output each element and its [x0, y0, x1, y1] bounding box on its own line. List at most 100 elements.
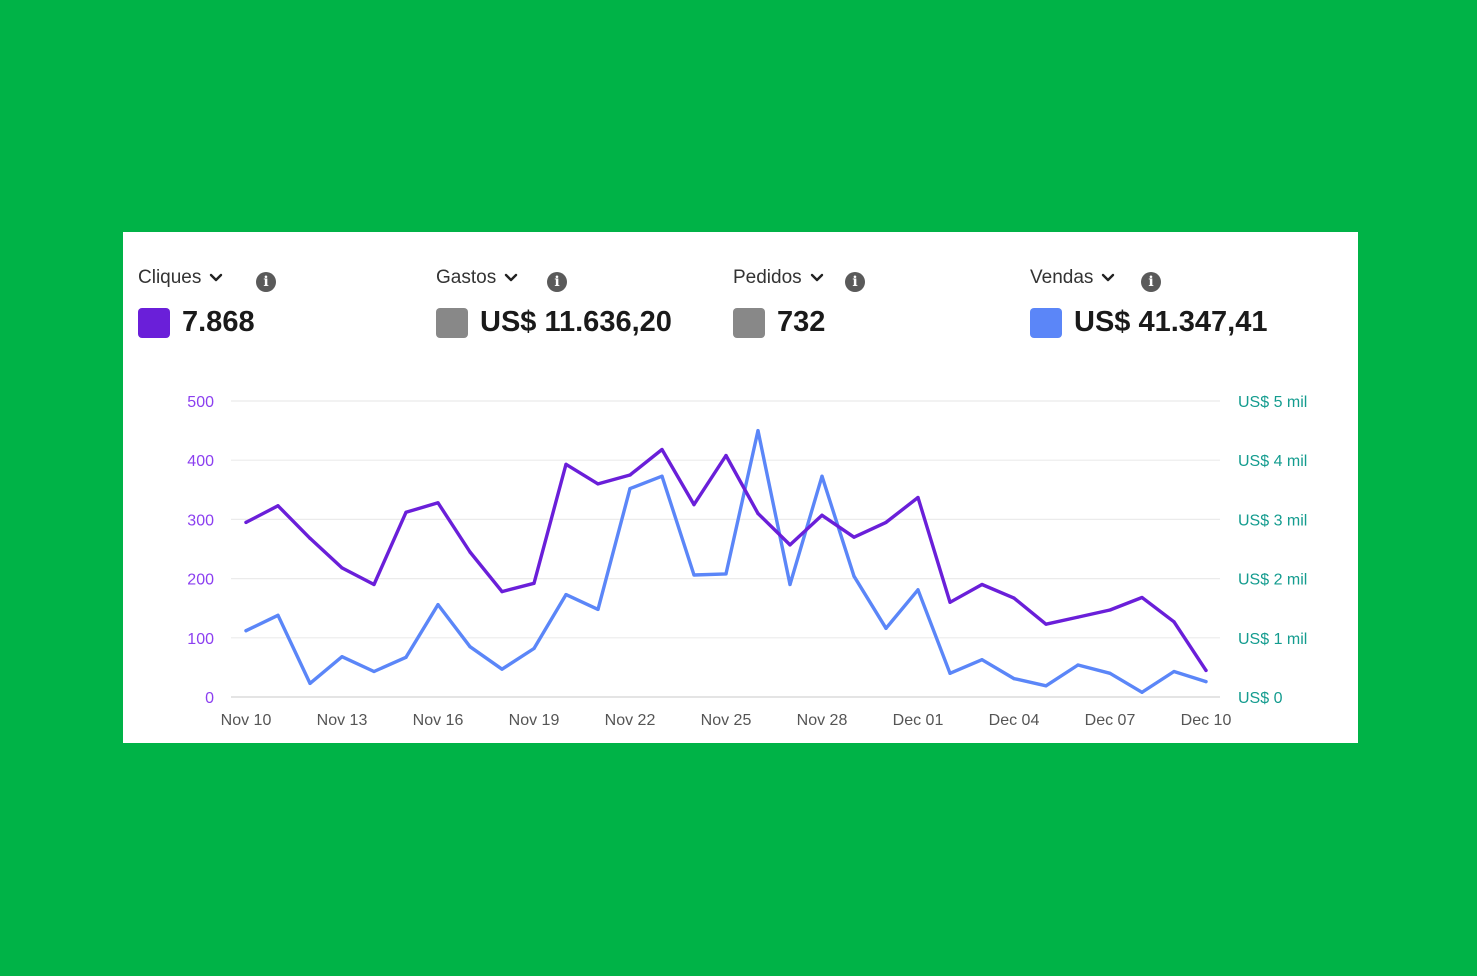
data-point-cliques — [244, 520, 248, 524]
data-point-vendas — [340, 655, 344, 659]
data-point-cliques — [916, 495, 920, 500]
data-point-cliques — [724, 453, 728, 458]
x-tick-label: Nov 25 — [701, 712, 752, 729]
metric-selector[interactable]: Cliques — [138, 262, 255, 294]
data-point-vendas — [276, 613, 280, 617]
data-point-vendas — [1012, 677, 1016, 681]
data-point-cliques — [852, 535, 856, 539]
data-point-vendas — [564, 592, 568, 597]
metric-value: US$ 11.636,20 — [480, 306, 672, 338]
y-left-tick-label: 200 — [187, 572, 214, 589]
x-tick-label: Nov 13 — [317, 712, 368, 729]
y-right-tick-label: US$ 0 — [1238, 690, 1283, 707]
y-right-tick-label: US$ 2 mil — [1238, 572, 1307, 589]
data-point-vendas — [628, 487, 632, 491]
x-tick-label: Dec 07 — [1085, 712, 1136, 729]
metric-value-row: US$ 41.347,41 — [1030, 306, 1267, 339]
data-point-vendas — [980, 658, 984, 662]
metric-value: 7.868 — [182, 306, 255, 338]
metric-value: US$ 41.347,41 — [1074, 306, 1268, 338]
series-color-swatch[interactable] — [436, 307, 468, 338]
data-point-vendas — [1044, 684, 1048, 688]
y-left-tick-label: 300 — [187, 512, 214, 529]
data-point-cliques — [1172, 620, 1176, 624]
series-color-swatch[interactable] — [1030, 307, 1062, 338]
x-tick-label: Dec 10 — [1181, 712, 1232, 729]
y-left-tick-label: 0 — [205, 690, 214, 707]
data-point-vendas — [1172, 669, 1176, 674]
info-icon[interactable]: i — [1141, 272, 1161, 292]
y-right-tick-label: US$ 5 mil — [1238, 394, 1307, 411]
data-point-vendas — [436, 603, 440, 607]
metric-selector[interactable]: Gastos — [436, 262, 672, 294]
data-point-cliques — [468, 550, 472, 554]
data-point-cliques — [1204, 668, 1208, 672]
chevron-down-icon[interactable] — [810, 271, 824, 285]
x-tick-label: Dec 04 — [989, 712, 1040, 729]
data-point-vendas — [1140, 690, 1144, 694]
data-point-vendas — [724, 572, 728, 576]
data-point-vendas — [916, 588, 920, 592]
data-point-cliques — [692, 503, 696, 507]
metric-label[interactable]: Cliques — [138, 267, 202, 288]
x-tick-label: Nov 28 — [797, 712, 848, 729]
data-point-vendas — [660, 474, 664, 478]
data-point-vendas — [820, 474, 824, 478]
data-point-cliques — [884, 520, 888, 524]
y-left-tick-label: 400 — [187, 453, 214, 470]
data-point-cliques — [372, 582, 376, 587]
chevron-down-icon[interactable] — [1101, 271, 1115, 285]
data-point-cliques — [436, 501, 440, 505]
metric-value: 732 — [777, 306, 826, 338]
data-point-cliques — [788, 543, 792, 547]
metric-selector[interactable]: Vendas — [1030, 262, 1267, 294]
data-point-vendas — [596, 607, 600, 611]
series-color-swatch[interactable] — [733, 307, 765, 338]
data-point-vendas — [788, 582, 792, 587]
y-right-tick-label: US$ 1 mil — [1238, 631, 1307, 648]
x-tick-label: Dec 01 — [893, 712, 944, 729]
data-point-vendas — [756, 429, 760, 433]
data-point-cliques — [564, 462, 568, 466]
x-tick-label: Nov 16 — [413, 712, 464, 729]
data-point-cliques — [980, 582, 984, 587]
metric-cliques: Cliques i 7.868 — [138, 262, 276, 339]
data-point-cliques — [340, 566, 344, 570]
metrics-card: Cliques i 7.868 Gastos i US$ 11.636,20 Pedidos… — [123, 232, 1358, 743]
metric-pedidos: Pedidos i 732 — [733, 262, 865, 339]
chevron-down-icon[interactable] — [209, 271, 223, 285]
data-point-vendas — [948, 671, 952, 675]
data-point-vendas — [884, 626, 888, 630]
info-icon[interactable]: i — [256, 272, 276, 292]
metric-label[interactable]: Vendas — [1030, 267, 1094, 288]
data-point-vendas — [468, 645, 472, 649]
data-point-cliques — [1140, 595, 1144, 600]
data-point-vendas — [244, 629, 248, 633]
y-right-tick-label: US$ 4 mil — [1238, 453, 1307, 470]
x-tick-label: Nov 10 — [221, 712, 272, 729]
x-tick-label: Nov 22 — [605, 712, 656, 729]
data-point-cliques — [308, 536, 312, 540]
data-point-vendas — [500, 667, 504, 671]
data-point-cliques — [1076, 615, 1080, 619]
chevron-down-icon[interactable] — [504, 271, 518, 285]
data-point-cliques — [1108, 608, 1112, 612]
metric-gastos: Gastos i US$ 11.636,20 — [436, 262, 672, 339]
metric-vendas: Vendas i US$ 41.347,41 — [1030, 262, 1267, 339]
data-point-cliques — [500, 590, 504, 594]
metric-label[interactable]: Pedidos — [733, 267, 802, 288]
data-point-cliques — [596, 482, 600, 486]
data-point-cliques — [820, 513, 824, 517]
metric-selector[interactable]: Pedidos — [733, 262, 825, 294]
data-point-vendas — [404, 655, 408, 659]
info-icon[interactable]: i — [547, 272, 567, 292]
info-icon[interactable]: i — [845, 272, 865, 292]
performance-line-chart: 0 US$ 0 100 US$ 1 mil 200 US$ 2 mil 300 US$ 3 m… — [187, 394, 1307, 729]
data-point-vendas — [692, 573, 696, 577]
data-point-vendas — [372, 669, 376, 674]
metric-label[interactable]: Gastos — [436, 267, 497, 288]
series-color-swatch[interactable] — [138, 307, 170, 338]
data-point-vendas — [532, 646, 536, 651]
metric-value-row: US$ 11.636,20 — [436, 306, 672, 339]
data-point-vendas — [852, 574, 856, 578]
